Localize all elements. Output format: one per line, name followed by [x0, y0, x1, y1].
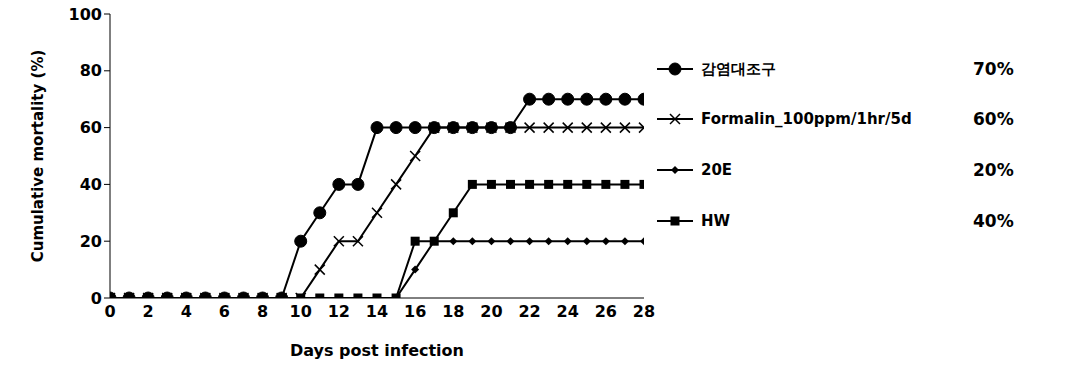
svg-text:18: 18	[442, 302, 464, 321]
svg-text:80: 80	[80, 61, 102, 80]
svg-text:20: 20	[80, 232, 102, 251]
svg-text:28: 28	[633, 302, 655, 321]
svg-text:16: 16	[404, 302, 426, 321]
html-text:20%: 20%	[973, 160, 1014, 180]
svg-text:4: 4	[181, 302, 192, 321]
html-text:HW: HW	[701, 212, 731, 230]
html-text:Formalin_100ppm/1hr/5d: Formalin_100ppm/1hr/5d	[701, 110, 912, 128]
html-text:70%: 70%	[973, 59, 1014, 79]
svg-text:40: 40	[80, 175, 102, 194]
svg-text:10: 10	[290, 302, 312, 321]
svg-text:0: 0	[104, 302, 115, 321]
svg-text:12: 12	[328, 302, 350, 321]
svg-text:6: 6	[219, 302, 230, 321]
svg-text:Cumulative mortality (%): Cumulative mortality (%)	[29, 50, 47, 263]
svg-text:14: 14	[366, 302, 388, 321]
svg-text:24: 24	[557, 302, 579, 321]
svg-text:60: 60	[80, 118, 102, 137]
svg-text:Days post infection: Days post infection	[290, 341, 464, 360]
svg-text:100: 100	[69, 5, 102, 24]
html-text:40%: 40%	[973, 211, 1014, 231]
svg-text:2: 2	[143, 302, 154, 321]
svg-text:8: 8	[257, 302, 268, 321]
svg-text:20: 20	[480, 302, 502, 321]
html-text:20E: 20E	[701, 161, 733, 179]
html-text:60%: 60%	[973, 109, 1014, 129]
html-text:감염대조구: 감염대조구	[701, 59, 776, 78]
svg-text:26: 26	[595, 302, 617, 321]
svg-text:22: 22	[518, 302, 540, 321]
svg-text:0: 0	[91, 289, 102, 308]
